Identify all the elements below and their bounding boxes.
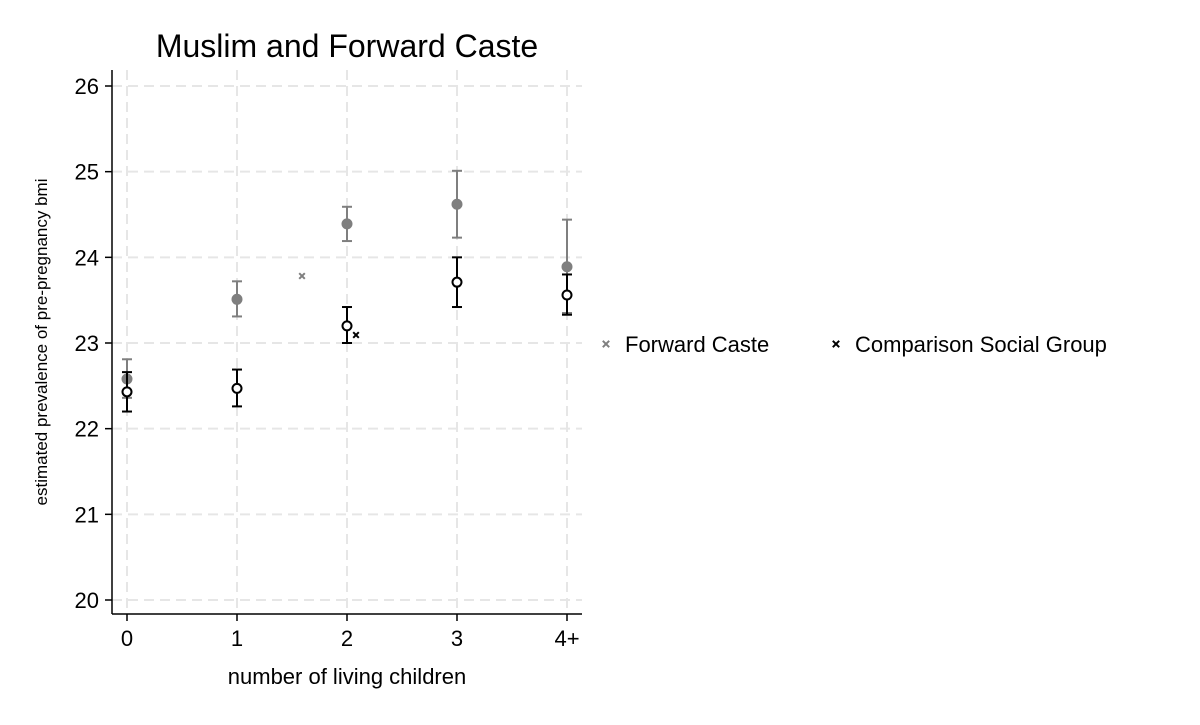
data-point: [231, 382, 243, 394]
legend-marker: [832, 340, 840, 348]
stray-key-marker-stroke: [298, 272, 306, 280]
x-tick-label: 0: [121, 626, 133, 651]
y-tick-label: 22: [75, 417, 99, 442]
legend-label: Comparison Social Group: [855, 332, 1107, 357]
y-tick-label: 24: [75, 245, 99, 270]
stray-key-marker: [298, 272, 306, 280]
legend: Forward Caste Comparison Social Group: [602, 332, 1107, 357]
series-1: [121, 256, 573, 413]
data-point: [341, 320, 353, 332]
data-point: [451, 198, 463, 210]
x-axis-label: number of living children: [228, 664, 466, 689]
marks-layer: [121, 169, 573, 413]
stray-key-marker-stroke: [352, 331, 360, 339]
x-tick-label: 4+: [554, 626, 579, 651]
legend-item-0: Forward Caste: [602, 332, 769, 357]
legend-item-1: Comparison Social Group: [832, 332, 1107, 357]
y-axis-label: estimated prevalence of pre-pregnancy bm…: [32, 179, 51, 506]
data-point: [121, 386, 133, 398]
y-tick-label: 20: [75, 588, 99, 613]
stray-key-marker: [352, 331, 360, 339]
y-tick-label: 21: [75, 502, 99, 527]
x-tick-label: 2: [341, 626, 353, 651]
data-point: [561, 261, 573, 273]
y-tick-label: 25: [75, 160, 99, 185]
y-tick-label: 26: [75, 74, 99, 99]
x-tick-label: 3: [451, 626, 463, 651]
data-point: [231, 293, 243, 305]
grid-layer: [112, 70, 582, 614]
y-tick-label: 23: [75, 331, 99, 356]
legend-marker: [602, 340, 610, 348]
data-point: [451, 276, 463, 288]
chart-title: Muslim and Forward Caste: [156, 28, 538, 64]
data-point: [561, 289, 573, 301]
legend-label: Forward Caste: [625, 332, 769, 357]
x-tick-label: 1: [231, 626, 243, 651]
data-point: [341, 218, 353, 230]
